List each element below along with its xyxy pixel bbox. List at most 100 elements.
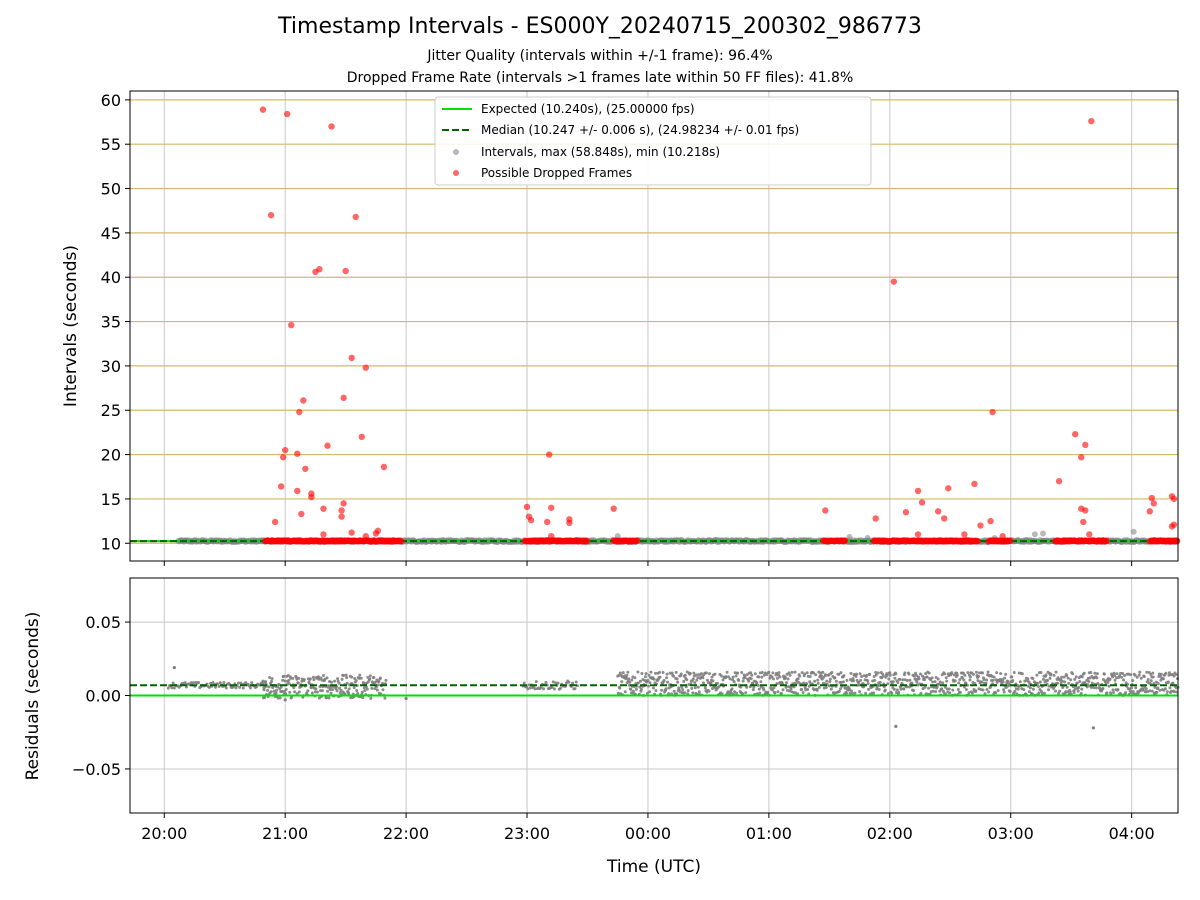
residual-point [812,671,816,675]
residual-point [365,687,369,691]
residual-point [1072,690,1076,694]
residual-point [171,681,175,685]
residual-point [207,685,211,689]
residual-point [1146,678,1150,682]
residual-point [966,671,970,675]
residual-point [1107,684,1111,688]
residual-point [1088,676,1092,680]
residual-point [682,679,686,683]
residual-point [910,681,914,685]
residual-point [704,671,708,675]
residual-point [857,683,861,687]
top-plot-grid [130,91,1178,561]
residual-point [320,689,324,693]
residual-point [354,679,358,683]
residual-point [544,680,548,684]
residual-point [767,670,771,674]
legend: Expected (10.240s), (25.00000 fps) Media… [434,96,872,186]
residual-point [777,671,781,675]
residual-point [661,671,665,675]
residual-point [771,677,775,681]
residual-point [374,685,378,689]
residual-point [1129,673,1133,677]
residual-point [1112,671,1116,675]
residual-point [1135,675,1139,679]
residual-point [339,688,343,692]
residual-point [927,671,931,675]
residual-point [1092,686,1096,690]
residual-point [903,671,907,675]
residual-point [297,690,301,694]
residual-point [325,676,329,680]
residual-point [866,682,870,686]
residual-point [527,683,531,687]
residual-point [1164,671,1168,675]
residual-point [262,688,266,692]
residual-point [626,670,630,674]
residual-point [772,686,776,690]
residual-point [749,677,753,681]
residual-point [1086,683,1090,687]
residual-point [654,671,658,675]
top-y-tick-label: 10 [101,534,121,553]
residual-point [1016,687,1020,691]
residual-point [1158,688,1162,692]
residual-point [822,675,826,679]
residual-point [872,691,876,695]
dropped-frame-point [342,267,349,275]
residual-point [1150,689,1154,693]
residual-point [1120,675,1124,679]
residual-point [1134,686,1138,690]
legend-intervals-swatch [453,149,459,155]
residual-point [1123,673,1127,677]
residual-point [877,688,881,692]
residual-point [801,690,805,694]
legend-box [434,96,872,186]
residual-point [1027,690,1031,694]
residual-point [352,686,356,690]
residual-point [1163,687,1167,691]
residual-point [837,689,841,693]
residual-point [850,689,854,693]
residual-point [943,672,947,676]
residual-point [1004,672,1008,676]
residual-point [1142,675,1146,679]
dropped-frame-point [374,527,382,535]
residual-point [1087,680,1091,684]
residual-point [213,685,217,689]
residual-point [1041,677,1045,681]
residual-point [789,687,793,691]
dropped-frame-point [1150,500,1158,507]
residual-point [1156,686,1160,690]
dropped-frame-point [398,537,405,545]
residual-point [755,681,759,685]
residual-point [745,673,749,677]
residual-point [288,690,292,694]
residual-point [567,680,571,684]
residual-point [1159,672,1163,676]
residual-point [554,681,558,685]
residual-point [550,685,554,689]
residual-point [283,698,287,702]
residual-point [883,688,887,692]
residual-point [275,688,279,692]
residual-point [1023,679,1027,683]
dropped-frame-point [362,532,369,540]
residual-point [893,676,897,680]
residual-point [779,691,783,695]
residual-point [279,685,283,689]
residual-point [1004,685,1008,689]
dropped-frame-point [358,433,365,441]
residual-point [558,686,562,690]
residual-point [828,677,832,681]
residual-point [834,679,838,683]
residual-point [824,673,828,677]
dropped-frame-point [1170,495,1178,503]
residual-point [960,676,964,680]
residual-point [968,675,972,679]
residual-point [784,676,788,680]
dropped-frame-point [1082,507,1089,514]
residual-point [1047,688,1051,692]
dropped-frame-point [328,123,335,130]
residual-point [315,690,319,694]
